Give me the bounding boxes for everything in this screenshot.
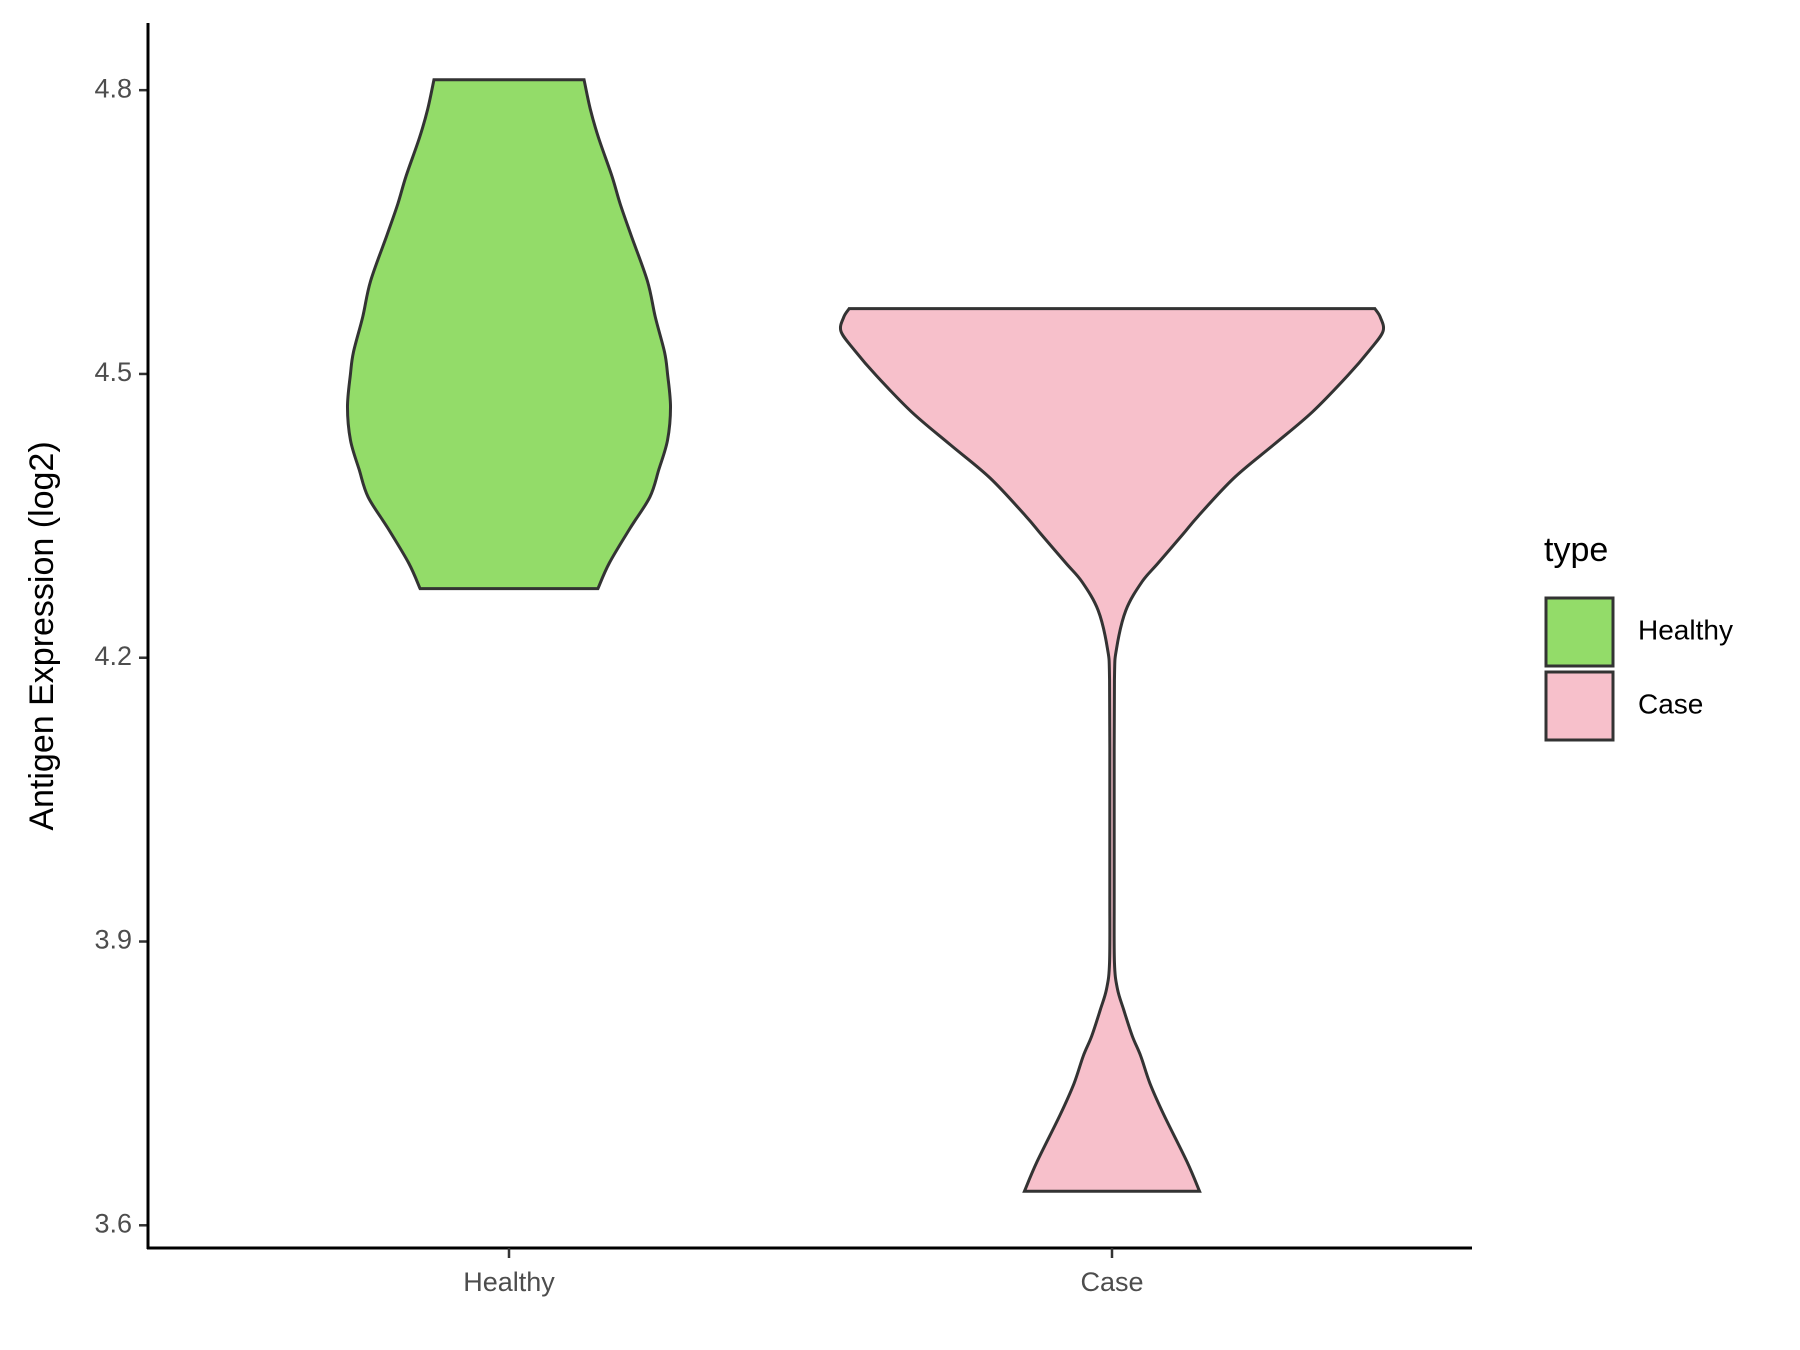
legend-key <box>1544 596 1615 668</box>
y-tick-label: 4.2 <box>94 641 132 671</box>
legend-title: type <box>1544 531 1608 569</box>
y-tick-label: 4.8 <box>94 73 132 103</box>
legend-label: Healthy <box>1638 614 1733 645</box>
x-tick-label: Healthy <box>463 1267 555 1297</box>
y-tick-label: 4.5 <box>94 357 132 387</box>
legend-key <box>1544 670 1615 742</box>
violin <box>345 78 673 591</box>
violin <box>838 307 1386 1193</box>
y-tick-label: 3.6 <box>94 1208 132 1238</box>
x-tick-label: Case <box>1080 1267 1143 1297</box>
legend-label: Case <box>1638 688 1703 719</box>
y-tick-label: 3.9 <box>94 925 132 955</box>
y-axis-title: Antigen Expression (log2) <box>23 441 61 830</box>
